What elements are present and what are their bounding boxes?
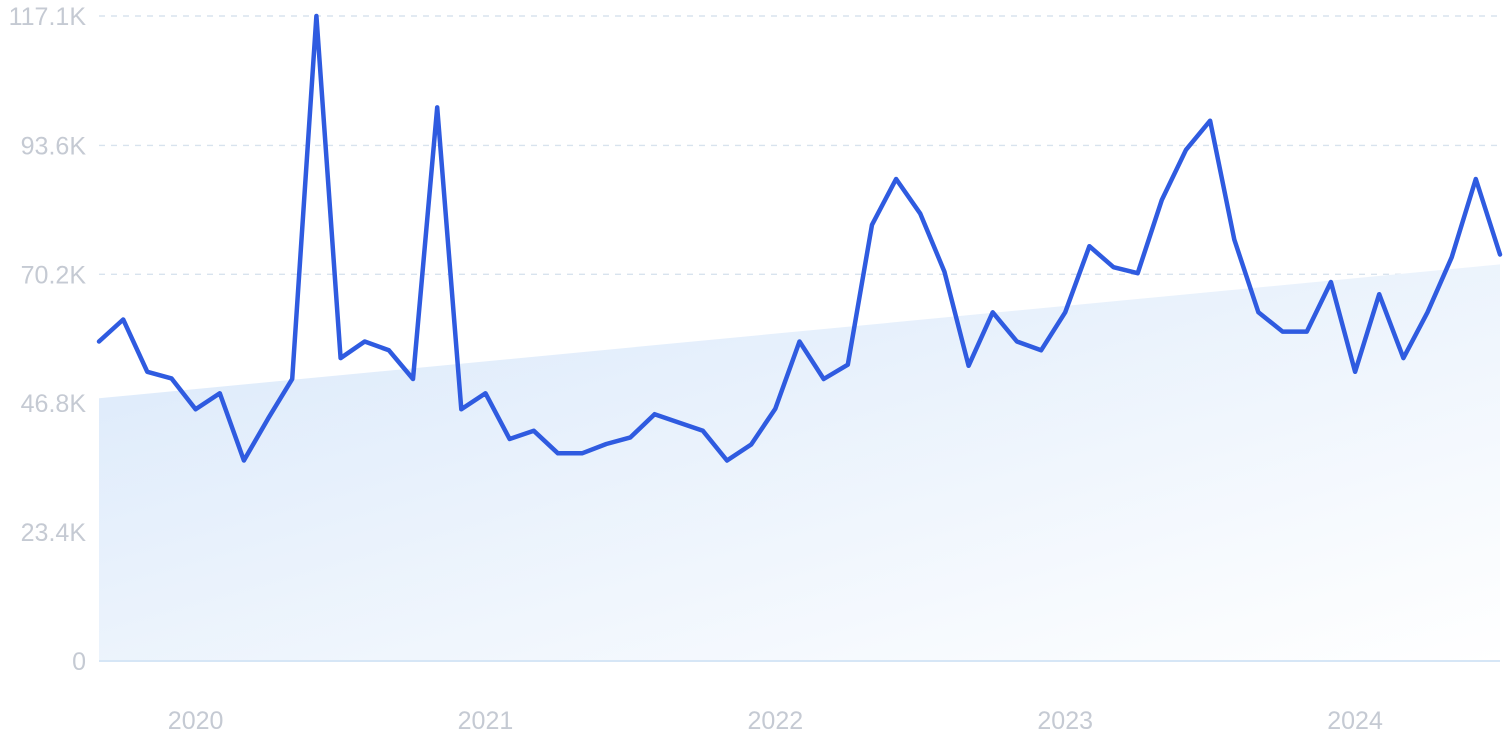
y-tick-label: 0 bbox=[72, 648, 86, 676]
trend-fill bbox=[99, 264, 1500, 661]
y-tick-label: 93.6K bbox=[21, 132, 87, 160]
y-tick-label: 70.2K bbox=[21, 261, 87, 289]
series-layer bbox=[96, 13, 1503, 463]
trend-area bbox=[99, 264, 1500, 662]
x-axis: 2020 2021 2022 2023 2024 bbox=[168, 707, 1383, 735]
y-tick-label: 117.1K bbox=[9, 3, 87, 31]
series-line bbox=[96, 13, 1503, 463]
x-tick-label: 2021 bbox=[458, 707, 514, 735]
y-tick-label: 46.8K bbox=[21, 390, 87, 418]
x-tick-label: 2022 bbox=[748, 707, 804, 735]
y-tick-label: 23.4K bbox=[21, 519, 87, 547]
x-tick-label: 2020 bbox=[168, 707, 224, 735]
y-axis: 0 23.4K 46.8K 70.2K 93.6K 117.1K bbox=[9, 3, 87, 676]
x-tick-label: 2023 bbox=[1037, 707, 1093, 735]
x-tick-label: 2024 bbox=[1327, 707, 1383, 735]
